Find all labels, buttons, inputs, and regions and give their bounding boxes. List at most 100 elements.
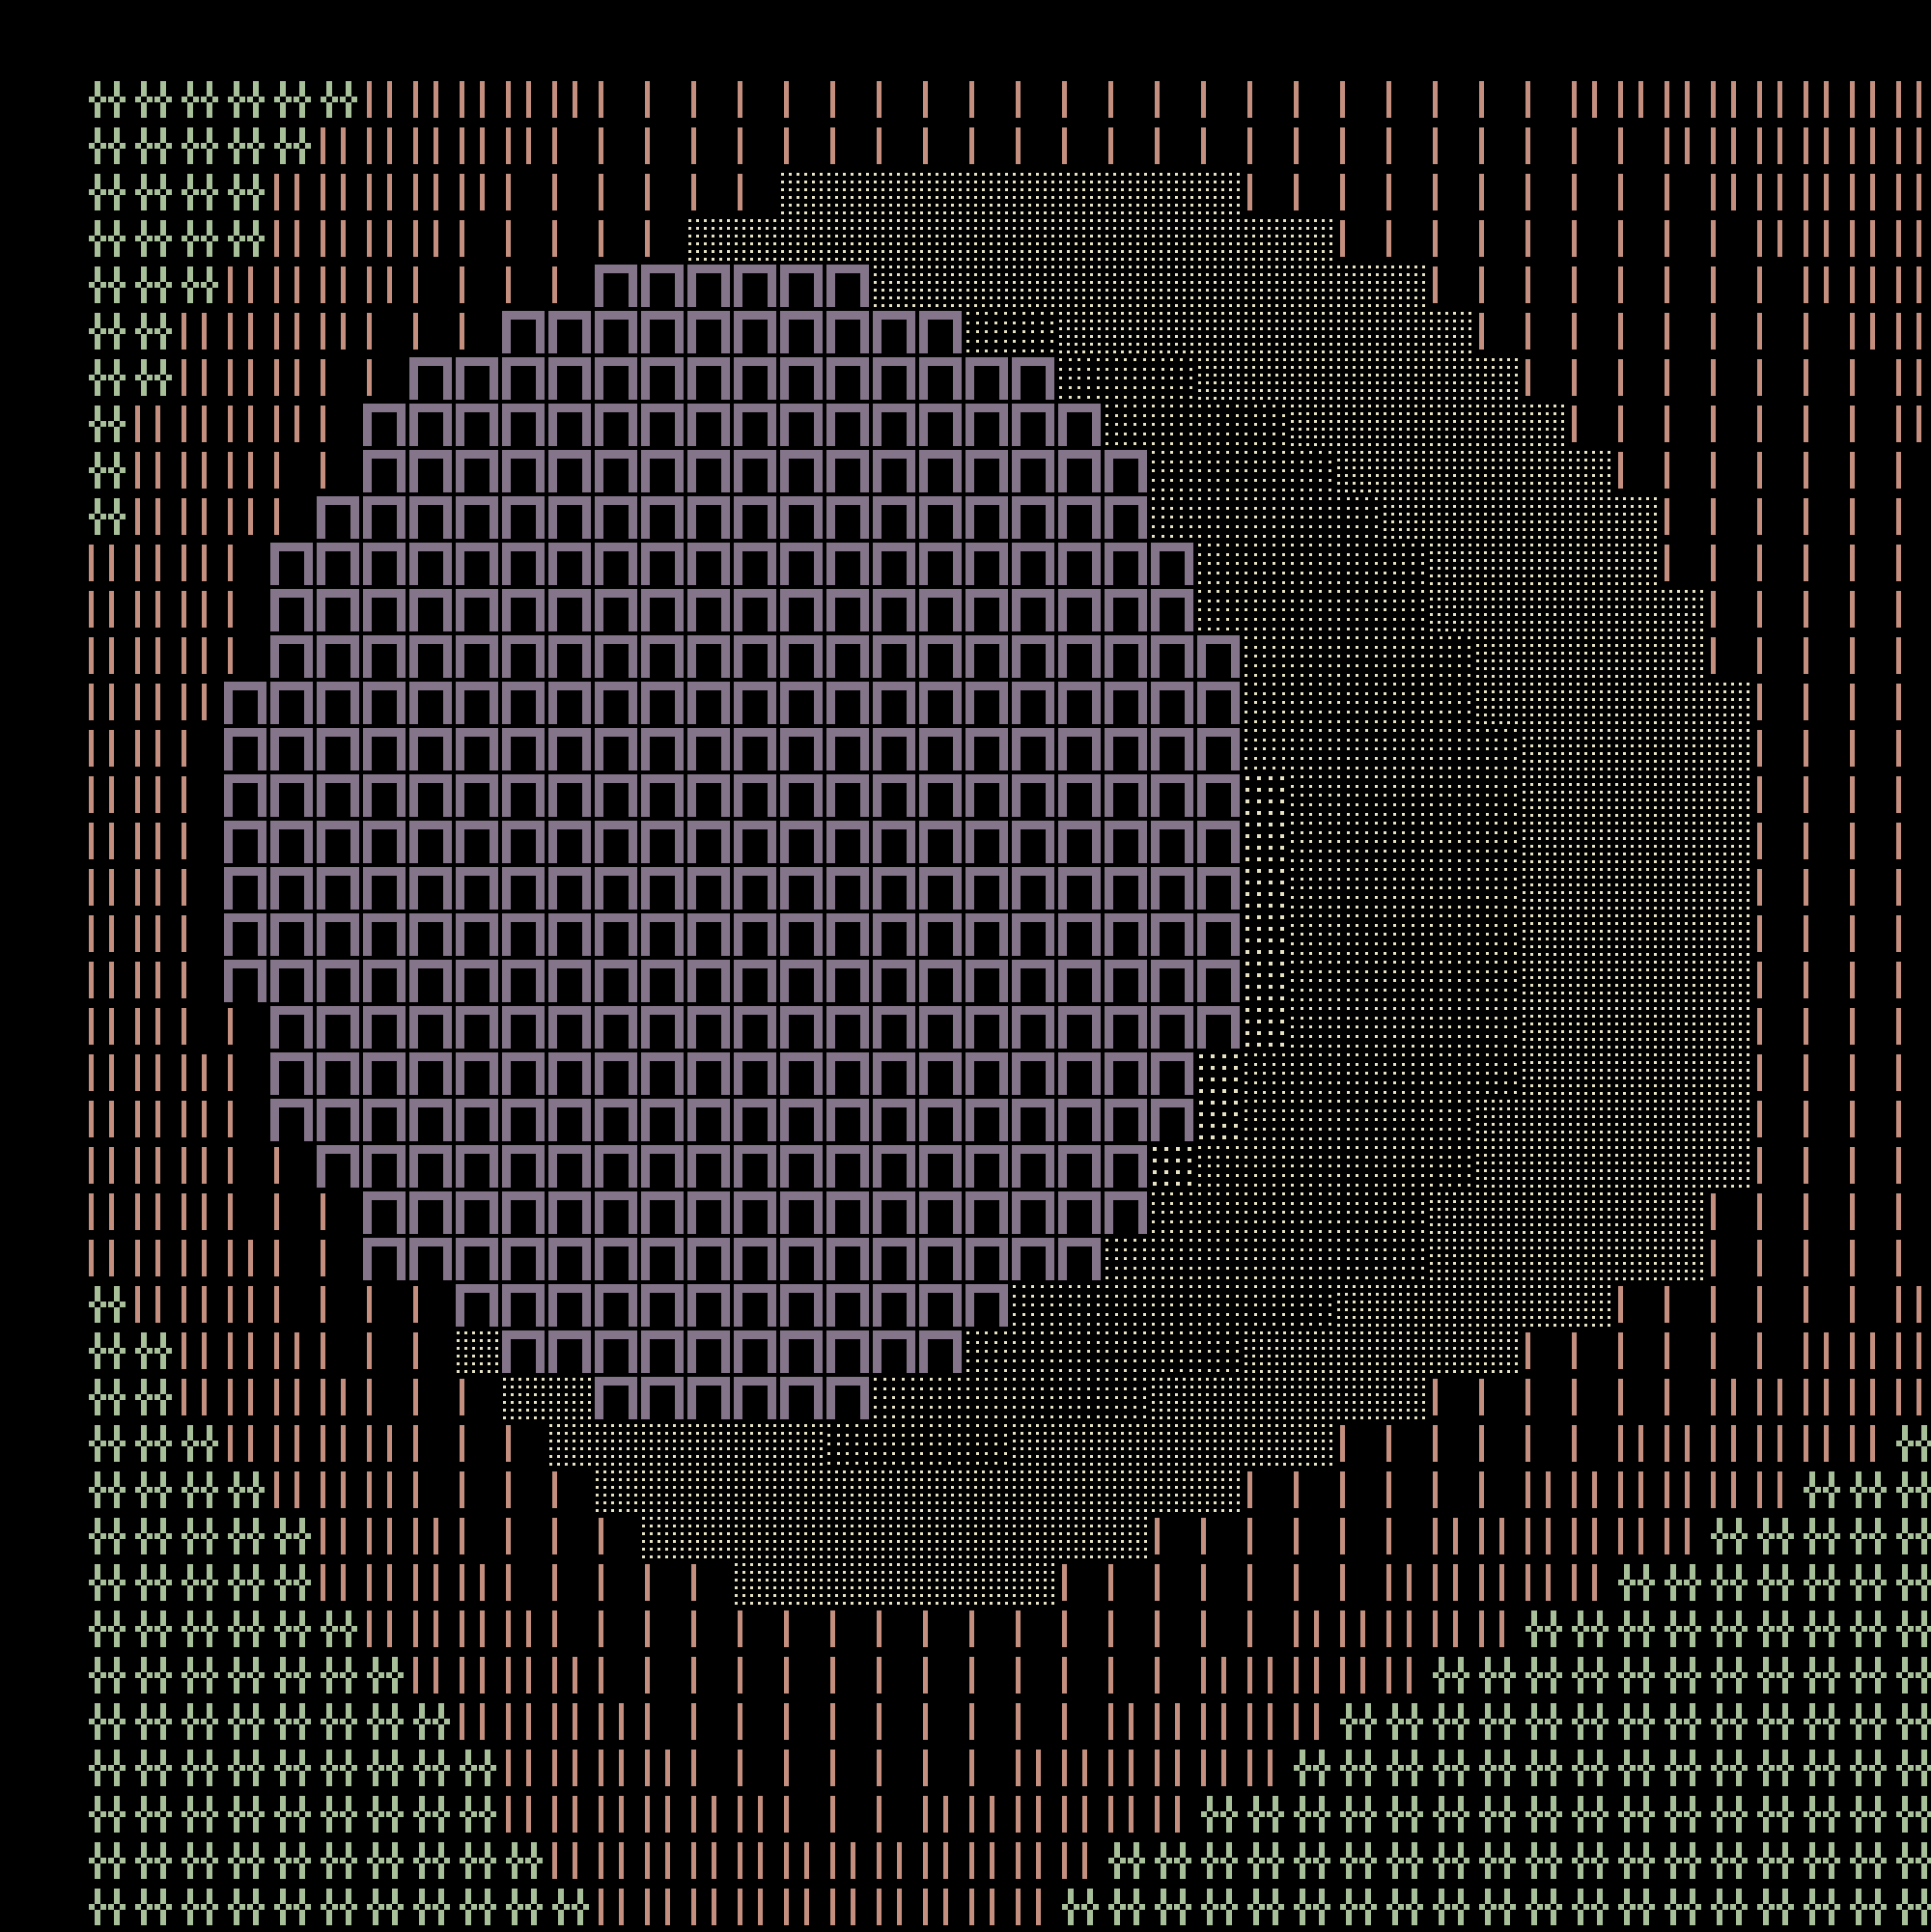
glyph-cell [546, 633, 593, 680]
glyph-cell [546, 865, 593, 911]
glyph-cell [686, 1097, 732, 1143]
glyph-cell [1659, 1236, 1705, 1282]
glyph-cell [1056, 355, 1103, 402]
glyph-cell [1103, 680, 1149, 726]
glyph-cell [686, 1190, 732, 1236]
ascii-art-canvas [0, 0, 1931, 1931]
glyph-cell [1056, 216, 1103, 263]
glyph-cell [871, 1653, 917, 1699]
glyph-cell [1334, 1885, 1381, 1931]
glyph-cell [1566, 958, 1612, 1004]
glyph-cell [1612, 1236, 1659, 1282]
glyph-cell [732, 1097, 778, 1143]
glyph-cell [176, 263, 222, 309]
glyph-cell [83, 1004, 129, 1050]
glyph-cell [268, 1329, 315, 1375]
glyph-cell [315, 263, 361, 309]
glyph-cell [315, 680, 361, 726]
glyph-cell [1149, 1050, 1195, 1097]
glyph-cell [1334, 1329, 1381, 1375]
glyph-cell [1334, 1143, 1381, 1190]
glyph-cell [778, 1514, 825, 1560]
glyph-cell [1056, 541, 1103, 587]
glyph-cell [964, 1143, 1010, 1190]
glyph-cell [964, 494, 1010, 541]
glyph-cell [176, 1329, 222, 1375]
glyph-cell [917, 633, 964, 680]
glyph-cell [1427, 1885, 1473, 1931]
glyph-cell [1010, 355, 1056, 402]
glyph-cell [268, 865, 315, 911]
glyph-cell [176, 1190, 222, 1236]
glyph-cell [361, 1885, 407, 1931]
glyph-cell [1890, 448, 1931, 494]
glyph-cell [454, 1699, 500, 1746]
glyph-cell [176, 1375, 222, 1421]
glyph-cell [1798, 772, 1844, 819]
glyph-cell [407, 1004, 454, 1050]
glyph-cell [1056, 170, 1103, 216]
glyph-cell [593, 1838, 639, 1885]
glyph-cell [500, 865, 546, 911]
glyph-cell [454, 1421, 500, 1468]
glyph-cell [686, 1560, 732, 1607]
glyph-cell [176, 1050, 222, 1097]
glyph-cell [1473, 1699, 1520, 1746]
glyph-cell [686, 1282, 732, 1329]
glyph-cell [222, 1699, 268, 1746]
glyph-cell [1010, 1699, 1056, 1746]
glyph-cell [315, 633, 361, 680]
glyph-cell [1427, 170, 1473, 216]
glyph-cell [1705, 633, 1751, 680]
glyph-cell [1149, 1421, 1195, 1468]
glyph-cell [83, 1792, 129, 1838]
glyph-cell [1659, 77, 1705, 124]
glyph-cell [1520, 911, 1566, 958]
glyph-cell [83, 819, 129, 865]
glyph-cell [1242, 402, 1288, 448]
glyph-cell [1427, 1004, 1473, 1050]
glyph-cell [778, 1792, 825, 1838]
glyph-cell [778, 772, 825, 819]
glyph-cell [1381, 1746, 1427, 1792]
glyph-cell [1010, 1746, 1056, 1792]
glyph-cell [1103, 1653, 1149, 1699]
glyph-cell [454, 1885, 500, 1931]
glyph-cell [1659, 1792, 1705, 1838]
glyph-cell [222, 1004, 268, 1050]
glyph-cell [1010, 1236, 1056, 1282]
glyph-cell [407, 1143, 454, 1190]
glyph-cell [732, 1375, 778, 1421]
glyph-cell [732, 1421, 778, 1468]
glyph-cell [1242, 1190, 1288, 1236]
glyph-cell [1798, 958, 1844, 1004]
glyph-cell [1612, 865, 1659, 911]
glyph-cell [593, 494, 639, 541]
glyph-cell [315, 587, 361, 633]
glyph-cell [1288, 865, 1334, 911]
glyph-cell [1612, 633, 1659, 680]
glyph-cell [1566, 587, 1612, 633]
glyph-cell [500, 1282, 546, 1329]
glyph-cell [1103, 772, 1149, 819]
glyph-cell [1242, 1653, 1288, 1699]
glyph-cell [268, 1375, 315, 1421]
glyph-cell [593, 1607, 639, 1653]
glyph-cell [1056, 911, 1103, 958]
glyph-cell [1566, 402, 1612, 448]
glyph-cell [1612, 1190, 1659, 1236]
glyph-cell [1195, 726, 1242, 772]
glyph-cell [1844, 1699, 1890, 1746]
glyph-cell [1798, 1236, 1844, 1282]
glyph-cell [825, 77, 871, 124]
glyph-cell [83, 263, 129, 309]
glyph-cell [1612, 355, 1659, 402]
glyph-cell [1381, 1097, 1427, 1143]
glyph-cell [1473, 1004, 1520, 1050]
glyph-cell [825, 680, 871, 726]
glyph-cell [129, 77, 176, 124]
glyph-cell [1612, 77, 1659, 124]
glyph-cell [129, 309, 176, 355]
glyph-cell [361, 1236, 407, 1282]
glyph-cell [361, 448, 407, 494]
